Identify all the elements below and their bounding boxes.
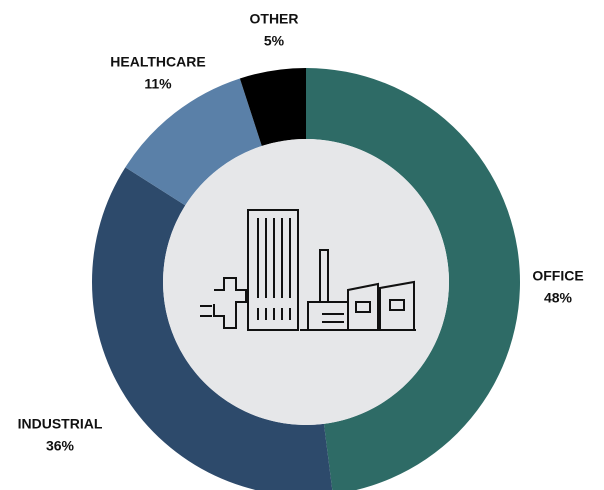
value-label: 48% xyxy=(544,290,573,306)
category-label: HEALTHCARE xyxy=(110,54,205,70)
donut-hole xyxy=(163,139,449,425)
slice xyxy=(239,68,306,146)
value-label: 5% xyxy=(264,33,285,49)
slice xyxy=(125,78,262,206)
value-label: 11% xyxy=(144,76,172,92)
buildings-icon xyxy=(200,209,416,331)
category-label: OFFICE xyxy=(532,268,583,284)
slice xyxy=(306,68,520,490)
category-label: OTHER xyxy=(250,11,299,27)
slices xyxy=(91,68,520,490)
category-label: INDUSTRIAL xyxy=(18,416,103,432)
value-label: 36% xyxy=(46,438,75,454)
slice xyxy=(91,167,333,490)
